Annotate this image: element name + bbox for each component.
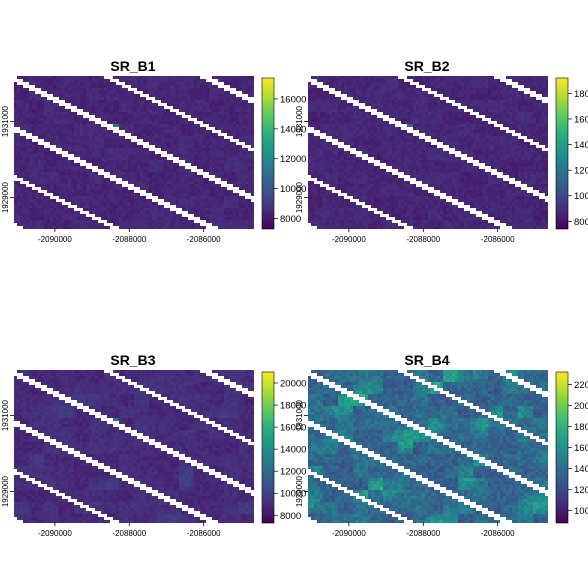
panel-1: SR_B1 -2090000 -2088000 -2086000 1929000 1931… [1,58,306,244]
colorbar-label: 20000 [280,379,306,390]
colorbar-label: 100 [574,191,588,202]
colorbar-label: 160 [574,114,588,125]
raster-image [308,76,548,229]
colorbar-label: 220 [574,380,588,391]
x-tick-label: -2086000 [481,529,515,538]
panel-4: SR_B4 -2090000 -2088000 -2086000 1929000 1931… [295,352,588,538]
x-tick-label: -2086000 [481,235,515,244]
colorbar-label: 16000 [280,94,306,105]
colorbar-label: 12000 [280,154,306,165]
colorbar-label: 12000 [280,467,306,478]
colorbar-label: 10000 [280,184,306,195]
colorbar-ramp [261,371,275,524]
colorbar-ramp [555,371,569,524]
colorbar-label: 8000 [280,214,301,225]
y-tick-label: 1929000 [1,181,10,213]
y-tick-label: 1931000 [1,105,10,137]
colorbar-label: 10000 [280,489,306,500]
colorbar-label: 14000 [280,124,306,135]
colorbar: 800 100 120 140 160 180 [555,77,588,230]
colorbar-label: 800 [574,217,588,228]
panel-title: SR_B1 [110,58,155,74]
colorbar-label: 200 [574,401,588,412]
colorbar-label: 180 [574,89,588,100]
colorbar-label: 8000 [280,511,301,522]
panel-3: SR_B3 -2090000 -2088000 -2086000 1929000 1931… [1,352,306,538]
x-tick-label: -2086000 [187,235,221,244]
x-tick-label: -2090000 [332,235,366,244]
colorbar-ramp [555,77,569,230]
x-tick-label: -2090000 [38,235,72,244]
x-tick-label: -2088000 [406,529,440,538]
colorbar-label: 140 [574,140,588,151]
y-tick-label: 1931000 [295,105,304,137]
colorbar-ramp [261,77,275,230]
y-tick-label: 1929000 [295,475,304,507]
colorbar-label: 160 [574,443,588,454]
colorbar-label: 140 [574,464,588,475]
colorbar: 100 120 140 160 180 200 220 [555,371,588,524]
x-tick-label: -2090000 [332,529,366,538]
colorbar-label: 16000 [280,423,306,434]
colorbar-label: 100 [574,506,588,517]
colorbar-label: 120 [574,485,588,496]
panel-title: SR_B4 [404,352,449,368]
y-tick-label: 1931000 [295,399,304,431]
colorbar: 8000 10000 12000 14000 16000 18000 20000 [261,371,306,524]
x-tick-label: -2088000 [112,529,146,538]
panel-2: SR_B2 -2090000 -2088000 -2086000 1929000 1931… [295,58,588,244]
x-tick-label: -2088000 [112,235,146,244]
raster-image [14,370,254,523]
colorbar-label: 120 [574,166,588,177]
y-tick-label: 1931000 [1,399,10,431]
x-tick-label: -2088000 [406,235,440,244]
raster-image [14,76,254,229]
panel-title: SR_B3 [110,352,155,368]
panel-title: SR_B2 [404,58,449,74]
colorbar-label: 18000 [280,401,306,412]
x-tick-label: -2090000 [38,529,72,538]
raster-image [308,370,548,523]
colorbar-label: 180 [574,422,588,433]
y-tick-label: 1929000 [1,475,10,507]
y-tick-label: 1929000 [295,181,304,213]
x-tick-label: -2086000 [187,529,221,538]
colorbar-label: 14000 [280,445,306,456]
colorbar: 8000 10000 12000 14000 16000 [261,77,306,230]
